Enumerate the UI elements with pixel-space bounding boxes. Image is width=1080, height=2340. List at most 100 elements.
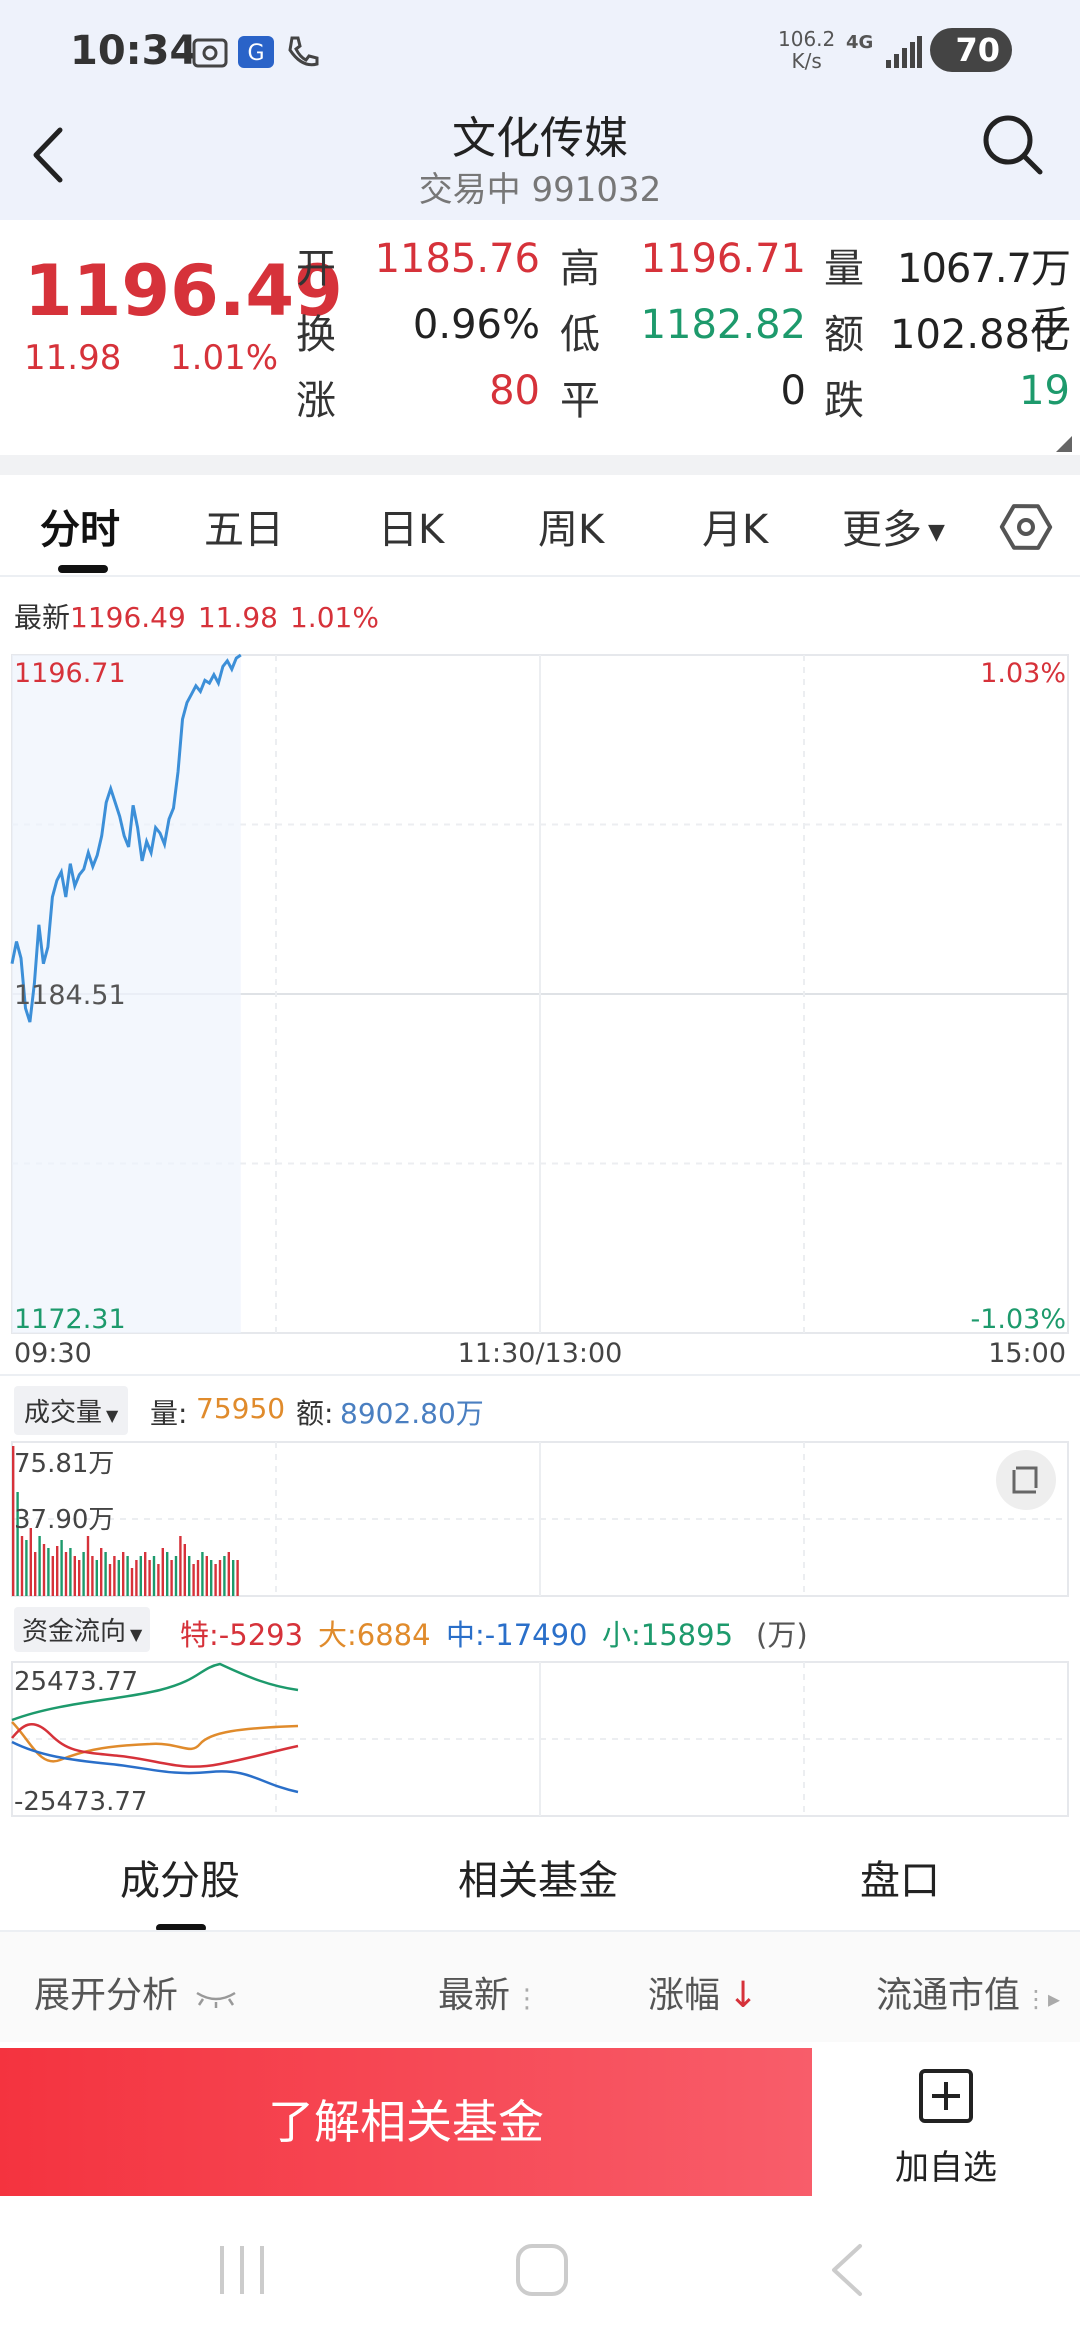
tab-constituents[interactable]: 成分股 (120, 1858, 240, 1904)
latest-pct: 1.01% (289, 601, 379, 634)
label-turnover: 换 (296, 312, 336, 358)
label-up-count: 涨 (296, 378, 336, 424)
home-icon[interactable] (514, 2242, 570, 2298)
flow-axis-bottom: -25473.77 (14, 1787, 147, 1817)
flow-large: 大:6884 (318, 1618, 431, 1652)
flow-axis-top: 25473.77 (14, 1667, 138, 1697)
volume-bar (16, 1492, 19, 1596)
battery-indicator: 70 (930, 28, 1012, 72)
tab-five-day[interactable]: 五日 (204, 507, 284, 553)
amount-label: 额: (296, 1397, 334, 1430)
bottom-tabs: 成分股 相关基金 盘口 (0, 1820, 1080, 1932)
back-arrow-icon[interactable] (22, 120, 82, 190)
tab-more[interactable]: 更多 ▼ (842, 507, 945, 553)
volume-axis-top: 75.81万 (14, 1449, 114, 1479)
volume-bar (157, 1564, 160, 1596)
volume-bar (174, 1556, 178, 1596)
add-square-icon (919, 2069, 973, 2123)
volume-chart[interactable]: 75.81万 37.90万 (0, 1440, 1080, 1600)
volume-bar (205, 1556, 208, 1596)
value-down-count: 19 (1019, 368, 1070, 414)
nav-back-icon[interactable] (820, 2242, 876, 2298)
column-latest[interactable]: 最新 ⋮ (438, 1975, 541, 2016)
flow-special: 特:-5293 (180, 1618, 304, 1652)
latest-info: 最新1196.49 11.98 1.01% (14, 596, 391, 636)
volume-bar (236, 1560, 239, 1596)
tab-related-funds[interactable]: 相关基金 (458, 1858, 618, 1904)
phone-icon (288, 36, 319, 67)
volume-bar (126, 1556, 129, 1596)
add-watchlist-button[interactable]: 加自选 (812, 2048, 1080, 2196)
constituents-header: 展开分析 最新 ⋮ 涨幅 ↓ 流通市值 ⋮▸ (0, 1932, 1080, 2042)
volume-bar (135, 1560, 138, 1596)
volume-bar (214, 1564, 217, 1596)
expand-analysis[interactable]: 展开分析 (34, 1966, 239, 2018)
expand-icon[interactable] (996, 1450, 1056, 1510)
tab-monthly-k[interactable]: 月K (702, 507, 769, 553)
chart-tabs: 分时 五日 日K 周K 月K 更多 ▼ (0, 475, 1080, 575)
quote-panel: 1196.49 11.98 1.01% 开 1185.76 高 1196.71 … (0, 220, 1080, 460)
value-high: 1196.71 (640, 236, 806, 282)
fund-flow-chart[interactable]: 25473.77 -25473.77 (0, 1660, 1080, 1820)
volume-bar (188, 1556, 191, 1596)
volume-bar (47, 1548, 50, 1596)
flow-line-small (11, 1662, 299, 1722)
label-low: 低 (560, 312, 600, 358)
y-label-top: 1196.71 (14, 658, 126, 689)
page-header: 文化传媒 交易中 991032 (0, 100, 1080, 220)
column-change[interactable]: 涨幅 ↓ (648, 1975, 759, 2016)
dropdown-caret-icon: ▼ (106, 1406, 119, 1425)
volume-bar (42, 1544, 46, 1596)
volume-bar (227, 1552, 230, 1596)
flow-line-medium (11, 1740, 299, 1794)
volume-bar (51, 1556, 54, 1596)
search-icon[interactable] (978, 110, 1048, 180)
volume-selector[interactable]: 成交量 ▼ (14, 1386, 129, 1435)
label-open: 开 (296, 246, 336, 292)
volume-bar (152, 1556, 156, 1596)
volume-bar (82, 1552, 85, 1596)
volume-bar (218, 1560, 222, 1596)
tab-daily-k[interactable]: 日K (378, 507, 445, 553)
volume-bar (196, 1560, 200, 1596)
volume-bar (56, 1546, 59, 1596)
recent-apps-icon[interactable] (212, 2242, 272, 2298)
intraday-chart[interactable]: 1196.71 1184.51 1172.31 1.03% -1.03% 09:… (0, 640, 1080, 1380)
volume-bar (86, 1536, 90, 1596)
status-bar: 10:34 G 106.2 K/s 4G 70 (0, 0, 1080, 100)
learn-funds-button[interactable]: 了解相关基金 (0, 2048, 812, 2196)
volume-bar (78, 1560, 81, 1596)
label-high: 高 (560, 246, 600, 292)
app-notification-icon: G (238, 36, 274, 68)
price-change-pct: 1.01% (170, 338, 279, 378)
volume-bar (122, 1552, 125, 1596)
fund-flow-selector[interactable]: 资金流向 ▼ (14, 1607, 151, 1653)
tabs-divider (0, 575, 1080, 577)
volume-bar (29, 1528, 32, 1596)
column-float-cap[interactable]: 流通市值 ⋮▸ (876, 1975, 1061, 2016)
settings-hex-icon[interactable] (996, 497, 1056, 557)
value-low: 1182.82 (640, 302, 806, 348)
volume-bar (91, 1556, 94, 1596)
y-pct-bottom: -1.03% (970, 1304, 1066, 1335)
label-flat-count: 平 (560, 378, 600, 424)
volume-axis-mid: 37.90万 (14, 1505, 114, 1535)
latest-label: 最新 (14, 601, 71, 634)
system-nav-bar (0, 2196, 1080, 2340)
volume-bar (38, 1536, 41, 1596)
volume-bar (144, 1552, 147, 1596)
add-watchlist-label: 加自选 (895, 2148, 997, 2188)
tab-weekly-k[interactable]: 周K (538, 507, 605, 553)
tab-order-book[interactable]: 盘口 (860, 1858, 940, 1904)
amount-value: 8902.80万 (340, 1397, 484, 1430)
volume-bar (95, 1560, 98, 1596)
label-down-count: 跌 (824, 378, 864, 424)
x-tick-mid: 11:30/13:00 (458, 1338, 623, 1369)
tab-intraday[interactable]: 分时 (40, 507, 120, 553)
expand-corner-icon[interactable] (1056, 436, 1072, 452)
flow-line-special (11, 1722, 299, 1768)
volume-bar (139, 1556, 142, 1596)
volume-bar (25, 1540, 28, 1596)
volume-bar (148, 1560, 151, 1596)
network-type: 4G (846, 32, 874, 53)
